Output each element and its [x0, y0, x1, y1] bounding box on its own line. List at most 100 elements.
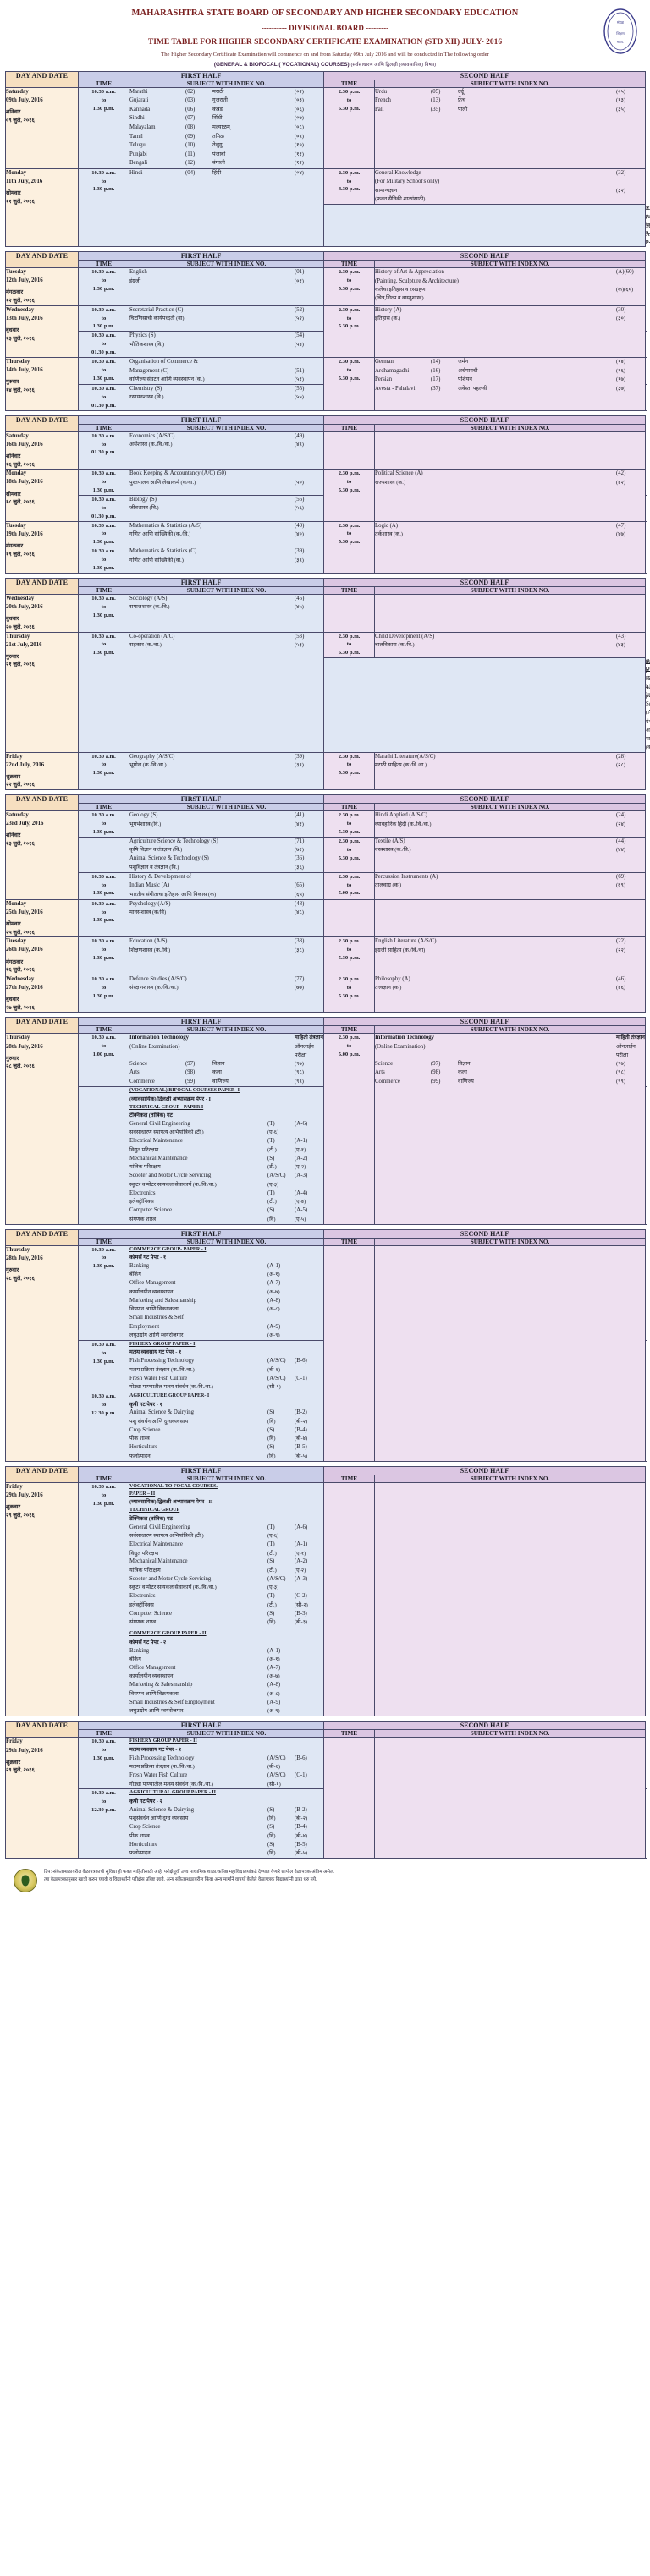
subject-code-mr: (११)	[295, 151, 304, 157]
it-title-mr: माहिती तंत्रज्ञान	[616, 1035, 645, 1041]
it-stream-line: Arts (98) कला (९८)	[129, 1068, 323, 1078]
voc-line: General Civil Engineering (T) (A-6)	[129, 1524, 323, 1533]
it-stream-mr: वाणिज्य	[212, 1078, 229, 1085]
timetable-section: DAY AND DATE FIRST HALF SECOND HALF TIME…	[5, 1228, 647, 1462]
timetable-row: 10.30 a.m. to 01.30 p.m. Physics (S) (54) …	[6, 331, 646, 358]
svg-text:माध्य.: माध्य.	[617, 40, 625, 44]
first-half-time: 10.30 a.m. to 1.30 p.m.	[78, 1244, 129, 1342]
subject-name-mr: तमिळ	[212, 133, 224, 140]
group-heading-mr: कृषी गट पेपर - १	[129, 1401, 162, 1408]
subject-name-mr: तत्त्वज्ञान (क.)	[375, 985, 402, 991]
subject-line: Philosophy (A) (46)	[375, 975, 645, 985]
second-half-time: 2.30 p.m. to 5.30 p.m.	[323, 936, 376, 975]
subject-name-en: English Literature (A/S/C)	[375, 938, 437, 945]
col-second-half: SECOND HALF	[323, 577, 647, 587]
first-half-subject: Co-operation (A/C) (53) सहकार (क./वा.) (…	[128, 631, 325, 753]
voc-code-mr: (अ-७)	[267, 1673, 280, 1680]
subject-code-mr: (४५)	[295, 604, 304, 611]
subject-code: (36)	[295, 855, 305, 862]
day-mr: शनिवार २३ जुलै, २०१६	[6, 832, 35, 848]
subject-name-en: Malayalam	[129, 124, 156, 131]
day-and-date-cell: Tuesday 19th July, 2016 मंगळवार १९ जुलै, २०…	[5, 520, 79, 574]
it-stream-line: Arts (98) कला (९८)	[375, 1068, 645, 1078]
subject-code: (41)	[295, 812, 305, 819]
subject-code: (16)	[431, 367, 441, 374]
subject-code: (30)	[616, 306, 626, 313]
subject-line-mr: तत्त्वज्ञान (क.) (४६)	[375, 984, 645, 992]
voc-line-mr: संगणक शास्त्र (वि) (बी-३)	[129, 1618, 323, 1627]
first-half-subject: AGRICULTURAL GROUP PAPER - II कृषी गट पेप…	[128, 1788, 325, 1859]
day-en: Saturday 09th July, 2016	[6, 88, 43, 104]
first-half-subject: Physics (S) (54) भौतिकशास्त्र (वि.) (५४)	[128, 331, 325, 358]
subject-line: German (14) जर्मन (१४)	[375, 358, 645, 367]
voc-name-en: Fish Processing Technology	[129, 1358, 195, 1365]
subject-code-mr: (४१)	[295, 821, 304, 827]
voc-name-mr: सर्वसाधारण स्थापत्य अभियांत्रिकी (टी.)	[129, 1533, 204, 1540]
voc-code2-mr	[295, 1532, 323, 1541]
col-second-half: SECOND HALF	[323, 1017, 647, 1027]
timetable-page: मंडळ शिक्षण माध्य. MAHARASHTRA STATE BOA…	[0, 0, 650, 1906]
timetable-section: DAY AND DATE FIRST HALF SECOND HALF TIME…	[5, 251, 647, 411]
voc-code2: (A-4)	[295, 1189, 308, 1196]
voc-code: (A-9)	[267, 1699, 281, 1705]
day-en: Monday 18th July, 2016	[6, 470, 43, 486]
subject-code-mr: (३९)	[295, 557, 304, 563]
voc-code2	[295, 1699, 323, 1708]
first-half-time: 10.30 a.m. to 1.30 p.m.	[78, 305, 129, 332]
voc-line-mr: फलोत्पादन (वि) (बी-५)	[129, 1453, 323, 1461]
col-first-time: TIME	[78, 79, 129, 88]
subject-name-en: Indian Music (A)	[129, 882, 170, 889]
it-stream-en: Commerce	[375, 1078, 400, 1085]
section-subheader-row: TIME SUBJECT WITH INDEX NO. TIME SUBJECT…	[6, 1237, 647, 1246]
subject-code-mr: (०६)	[295, 106, 304, 113]
subject-name-mr: पाली	[458, 106, 468, 113]
day-en: Thursday 14th July, 2016	[6, 358, 43, 374]
voc-code: (A-7)	[267, 1280, 281, 1287]
info-text: कलेचा इतिहास व रसग्रहण	[375, 287, 426, 294]
voc-line-mr: फलोत्पादन (वि) (बी-५)	[129, 1849, 323, 1858]
it-mode-en: (Online Examination)	[375, 1043, 426, 1050]
day-en: Saturday 16th July, 2016	[6, 432, 43, 448]
courses-note: (GENERAL & BIOFOCAL ( VOCATIONAL) COURSE…	[5, 61, 645, 68]
col-first-subject: SUBJECT WITH INDEX NO.	[128, 260, 325, 269]
it-stream-code: (98)	[185, 1069, 196, 1076]
subject-code-mr: (५१)	[295, 376, 304, 383]
subject-code-mr: (१३)	[616, 97, 625, 104]
subject-code-mr: (३७)	[616, 385, 625, 392]
timetable-row: Monday 18th July, 2016 सोमवार १८ जुलै, २०१६…	[5, 469, 647, 522]
voc-code2: (A-1)	[295, 1138, 308, 1145]
subject-code-mr: (५६)	[295, 505, 304, 512]
it-stream-line: Commerce (99) वाणिज्य (९९)	[129, 1078, 323, 1087]
timetable-row: 10.30 a.m. to 01.30 p.m. Chemistry (S) (55…	[6, 383, 646, 411]
voc-line: Marketing and Salesmanship (A-8)	[129, 1297, 323, 1306]
info-line: General Knowledge (32)	[375, 169, 645, 179]
subject-name-mr: समाजशास्त्र (क./वि.)	[129, 604, 170, 611]
first-half-subject: AGRICULTURE GROUP PAPER- I कृषी गट पेपर -…	[128, 1392, 325, 1462]
subject-line: Logic (A) (47)	[375, 522, 645, 531]
subject-name-mr: भूगर्भशास्त्र (वि.)	[129, 821, 162, 827]
day-mr: शुक्रवार २२ जुलै, २०१६	[6, 773, 35, 788]
subject-name-mr: पंजाबी	[212, 151, 226, 157]
day-and-date-cell: Wednesday 20th July, 2016 बुधवार २० जुलै, २…	[5, 593, 79, 633]
voc-name-en: Employment	[129, 1323, 160, 1330]
subject-name-en: Textile (A/S)	[375, 838, 405, 844]
subject-line-mr: वाणिज्य संघटन आणि व्यवस्थापन (वा.) (५१)	[129, 376, 323, 384]
timetable-row: 10.30 a.m. to 1.30 p.m. FISHERY GROUP PAPER…	[6, 1340, 646, 1393]
info-text: (फक्त सैनिकी शाळांसाठी)	[375, 195, 426, 202]
group-heading: FISHERY GROUP PAPER - I	[129, 1342, 196, 1348]
subject-name-en: Avesta - Pahalavi	[375, 385, 416, 392]
subgroup-heading-mr: टेक्निकल (तांत्रिक) गट	[129, 1515, 173, 1522]
subject-name-mr: फ्रेंच	[458, 97, 466, 104]
subject-name-mr: पशुविज्ञान व तंत्रज्ञान (वि.)	[129, 864, 179, 871]
first-half-subject: English (01) इंग्रजी (०१)	[128, 267, 325, 306]
group-heading-mr: कृषी गट पेपर - २	[129, 1798, 162, 1804]
voc-code2-mr	[295, 1707, 323, 1716]
day-and-date-cell: Wednesday 13th July, 2016 बुधवार १३ जुलै, २…	[5, 305, 79, 358]
voc-name-en: Banking	[129, 1647, 150, 1654]
day-and-date-cell: Saturday 16th July, 2016 शनिवार १६ जुलै, २०…	[5, 431, 79, 470]
voc-name-mr: विपणन आणि विक्रयकला	[129, 1690, 179, 1697]
voc-line: Electronics (T) (A-4)	[129, 1189, 323, 1199]
col-first-time: TIME	[78, 803, 129, 812]
subject-code-mr: (५०)	[295, 479, 304, 486]
subject-code-mr: (०३)	[295, 97, 304, 104]
